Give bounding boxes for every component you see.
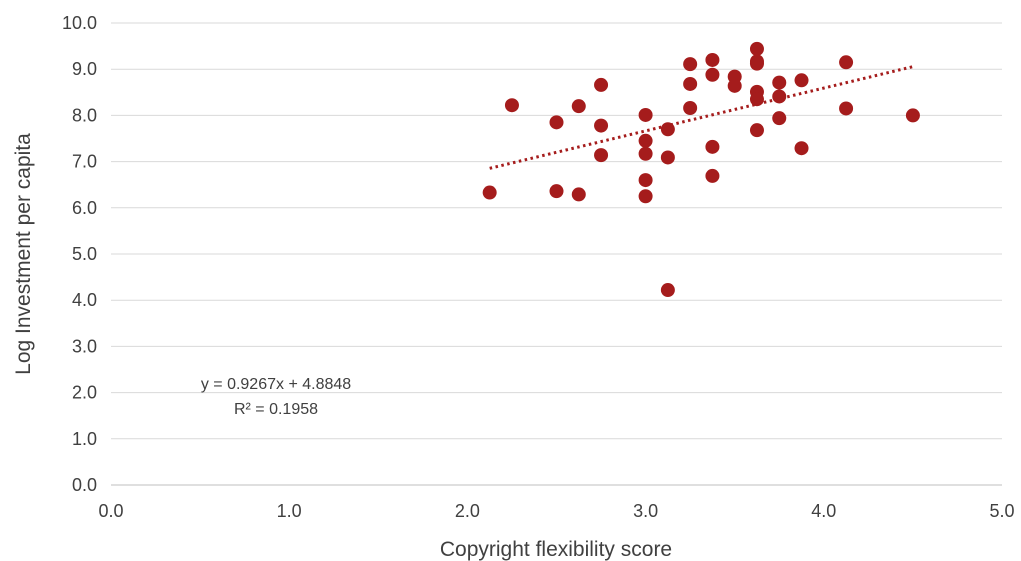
data-point <box>839 101 854 116</box>
y-tick-label: 0.0 <box>72 475 97 495</box>
data-point <box>594 118 609 133</box>
data-point <box>727 78 742 93</box>
data-point <box>683 57 698 72</box>
data-point <box>594 77 609 92</box>
data-point <box>683 101 698 116</box>
y-tick-label: 1.0 <box>72 429 97 449</box>
data-point <box>749 123 764 138</box>
data-points <box>482 41 920 298</box>
data-point <box>638 173 653 188</box>
x-tick-label: 2.0 <box>455 501 480 521</box>
data-point <box>638 133 653 148</box>
data-point <box>705 67 720 82</box>
trendline <box>489 65 914 170</box>
data-point <box>638 107 653 122</box>
x-tick-label: 3.0 <box>633 501 658 521</box>
data-point <box>905 108 920 123</box>
data-point <box>549 115 564 130</box>
x-axis-title: Copyright flexibility score <box>440 538 672 561</box>
data-point <box>571 99 586 114</box>
y-axis-title: Log Investment per capita <box>12 133 35 375</box>
data-point <box>772 111 787 126</box>
y-axis: 0.0 1.0 2.0 3.0 4.0 5.0 6.0 7.0 8.0 9.0 10.0 <box>62 13 97 495</box>
y-tick-label: 2.0 <box>72 383 97 403</box>
data-point <box>660 150 675 165</box>
data-point <box>705 168 720 183</box>
data-point <box>794 141 809 156</box>
data-point <box>839 55 854 70</box>
data-point <box>571 187 586 202</box>
gridlines <box>111 22 1002 440</box>
x-axis: 0.0 1.0 2.0 3.0 4.0 5.0 <box>98 484 1015 521</box>
y-tick-label: 7.0 <box>72 152 97 172</box>
data-point <box>683 76 698 91</box>
data-point <box>749 41 764 56</box>
data-point <box>772 75 787 90</box>
y-tick-label: 8.0 <box>72 105 97 125</box>
trendline-equation: y = 0.9267x + 4.8848 <box>201 376 351 393</box>
y-tick-label: 9.0 <box>72 59 97 79</box>
data-point <box>705 52 720 67</box>
data-point <box>794 73 809 88</box>
data-point <box>705 139 720 154</box>
y-tick-label: 5.0 <box>72 244 97 264</box>
data-point <box>549 184 564 199</box>
data-point <box>504 98 519 113</box>
x-tick-label: 4.0 <box>811 501 836 521</box>
x-tick-label: 1.0 <box>277 501 302 521</box>
data-point <box>772 89 787 104</box>
y-tick-label: 3.0 <box>72 336 97 356</box>
y-tick-label: 4.0 <box>72 290 97 310</box>
y-tick-label: 6.0 <box>72 198 97 218</box>
data-point <box>638 146 653 161</box>
data-point <box>749 92 764 107</box>
data-point <box>594 148 609 163</box>
x-tick-label: 0.0 <box>98 501 123 521</box>
trendline-r-squared: R² = 0.1958 <box>234 401 318 418</box>
data-point <box>660 122 675 137</box>
data-point <box>482 185 497 200</box>
trendline-layer <box>489 65 914 170</box>
data-point <box>749 56 764 71</box>
y-tick-label: 10.0 <box>62 13 97 33</box>
x-tick-label: 5.0 <box>989 501 1014 521</box>
data-point <box>638 189 653 204</box>
data-point <box>660 283 675 298</box>
